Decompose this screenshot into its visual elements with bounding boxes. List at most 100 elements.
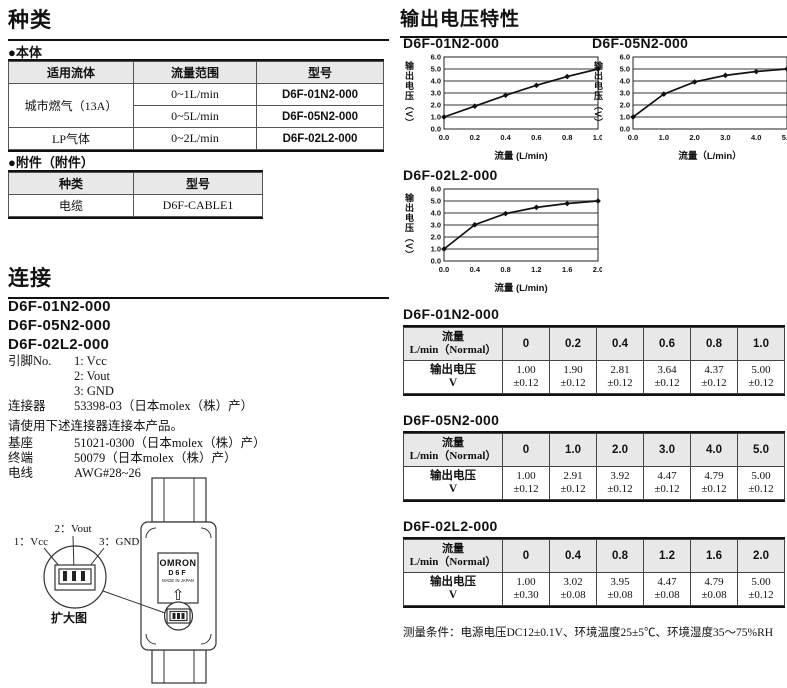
corner-header-cell: 流量 L/min（Normal）: [403, 327, 503, 361]
pin-label: 引脚No.: [8, 354, 52, 368]
chart-block-01n2: D6F-01N2-000 输出电压（V） 0.0 1.0 2.0 3.0 4.0 5.0 6…: [403, 35, 603, 162]
diagram-caption: 扩大图: [51, 610, 87, 625]
x-tick-label: 1.2: [531, 265, 541, 274]
chart-canvas: 0.0 1.0 2.0 3.0 4.0 5.0 6.0 0.0 0.2 0.4 0.6 0.8 1.0: [431, 53, 604, 142]
connection-diagram: 2：Vout 1：Vcc 3：GND 扩大图 OMRON D6F MADE IN…: [14, 477, 217, 684]
flow-column-header: 0.4: [596, 327, 644, 361]
y-tick-label: 1.0: [431, 245, 441, 254]
flow-column-header: 0.6: [643, 327, 691, 361]
x-tick-label: 1.0: [659, 133, 669, 142]
chart-block-02l2: D6F-02L2-000 输出电压（V） 0.0 1.0 2.0 3.0 4.0 5.0 6…: [403, 167, 603, 294]
detail-label: 电线: [8, 466, 34, 480]
x-tick-label: 0.4: [470, 265, 481, 274]
subsection-body-label: ●本体: [8, 45, 42, 60]
flow-column-header: 0.8: [690, 327, 738, 361]
data-point-marker: [691, 79, 698, 85]
accessory-table-wrap: 种类 型号 电缆 D6F-CABLE1: [8, 170, 263, 219]
detail-row: 基座 51021-0300（日本molex（株）产）: [8, 436, 266, 451]
chart-block-05n2: D6F-05N2-000 输出电压（V） 0.0 1.0 2.0 3.0 4.0 5.0 6…: [592, 35, 787, 162]
connector-row: 连接器 53398-03（日本molex（株）产）: [8, 399, 253, 414]
voltage-value-cell: 4.47 ±0.08: [643, 572, 691, 606]
fluid-cell: 城市燃气（13A）: [8, 83, 134, 128]
data-point-marker: [441, 114, 447, 120]
x-tick-label: 0.8: [562, 133, 572, 142]
x-tick-label: 0.0: [439, 133, 449, 142]
flow-column-header: 4.0: [690, 433, 738, 467]
voltage-tables: D6F-01N2-000 流量 L/min（Normal） 0 0.2 0.4 0.6 0.…: [403, 306, 787, 640]
y-axis-label: 输出电压（V）: [404, 61, 414, 129]
voltage-value-cell: 2.81 ±0.12: [596, 360, 644, 394]
line-chart: 0.0 1.0 2.0 3.0 4.0 5.0 6.0 0.0 0.4 0.8 1.2 1.6 2.0: [416, 185, 604, 280]
voltage-value-cell: 1.00 ±0.12: [502, 360, 550, 394]
data-point-marker: [784, 66, 787, 72]
x-tick-label: 3.0: [720, 133, 730, 142]
table-row: 0~5L/min D6F-05N2-000: [9, 105, 384, 128]
y-tick-label: 2.0: [431, 101, 441, 110]
connector-label: 连接器: [8, 399, 46, 413]
y-tick-label: 2.0: [431, 233, 441, 242]
chart-title: D6F-01N2-000: [403, 35, 500, 51]
table-row: 电缆 D6F-CABLE1: [8, 194, 263, 217]
range-cell: 0~1L/min: [133, 83, 257, 106]
voltage-table-block: D6F-05N2-000 流量 L/min（Normal） 0 1.0 2.0 3.0 4.…: [403, 412, 787, 507]
y-tick-label: 3.0: [431, 221, 441, 230]
model-cell: D6F-CABLE1: [133, 194, 263, 217]
flow-direction-arrow-icon: ⇧: [172, 587, 185, 604]
line-chart: 0.0 1.0 2.0 3.0 4.0 5.0 6.0 0.0 1.0 2.0 3.0 4.0 5.0: [605, 53, 787, 148]
pin-row: 引脚No. 1: Vcc: [8, 354, 253, 369]
voltage-value-cell: 1.90 ±0.12: [549, 360, 597, 394]
y-tick-label: 3.0: [431, 89, 441, 98]
kind-cell: 电缆: [8, 194, 134, 217]
connector-pin: [72, 571, 76, 581]
subsection-accessory-label: ●附件（附件）: [8, 155, 94, 170]
y-tick-label: 0.0: [431, 257, 441, 266]
y-tick-label: 4.0: [431, 77, 441, 86]
body-table-wrap: 适用流体 流量范围 型号 城市燃气（13A） 0~1L/min D6F-01N2…: [8, 59, 384, 152]
table-row: LP气体 0~2L/min D6F-02L2-000: [8, 127, 384, 150]
flow-column-header: 0: [502, 327, 550, 361]
flow-column-header: 2.0: [596, 433, 644, 467]
y-tick-label: 4.0: [620, 77, 630, 86]
y-tick-label: 6.0: [431, 185, 441, 194]
x-tick-label: 0.0: [439, 265, 449, 274]
chart-canvas: 0.0 1.0 2.0 3.0 4.0 5.0 6.0 0.0 1.0 2.0 3.0 4.0 5.0: [620, 53, 787, 142]
x-tick-label: 5.0: [782, 133, 787, 142]
pin-assignment: 引脚No. 1: Vcc 2: Vout 3: GND 连接器 53398-03（日…: [8, 354, 253, 414]
voltage-value-cell: 3.95 ±0.08: [596, 572, 644, 606]
pin-row: 3: GND: [8, 384, 253, 399]
flow-column-header: 0: [502, 433, 550, 467]
x-tick-label: 4.0: [751, 133, 761, 142]
x-tick-label: 0.6: [531, 133, 541, 142]
table-title: D6F-05N2-000: [403, 412, 500, 428]
column-header: 型号: [133, 172, 263, 195]
data-point-marker: [595, 66, 601, 72]
y-tick-label: 5.0: [431, 65, 441, 74]
brand-label: OMRON: [160, 558, 197, 568]
voltage-value-cell: 1.00 ±0.30: [502, 572, 550, 606]
connector-pin: [63, 571, 67, 581]
line-chart: 0.0 1.0 2.0 3.0 4.0 5.0 6.0 0.0 0.2 0.4 0.6 0.8 1.0: [416, 53, 604, 148]
voltage-value-cell: 4.37 ±0.12: [690, 360, 738, 394]
y-tick-label: 1.0: [431, 113, 441, 122]
voltage-table-grid: 流量 L/min（Normal） 0 1.0 2.0 3.0 4.0 5.0 输出电压 V 1.00…: [403, 433, 785, 500]
flow-column-header: 2.0: [737, 539, 785, 573]
model-cell: D6F-02L2-000: [256, 127, 384, 150]
data-line: [443, 200, 599, 250]
y-tick-label: 6.0: [620, 53, 630, 62]
flow-column-header: 1.0: [549, 433, 597, 467]
model-name: D6F-02L2-000: [8, 336, 110, 353]
y-axis-label: 输出电压（V）: [593, 61, 603, 129]
voltage-value-cell: 4.47 ±0.12: [643, 466, 691, 500]
voltage-table-block: D6F-01N2-000 流量 L/min（Normal） 0 0.2 0.4 0.6 0.…: [403, 306, 787, 401]
voltage-table: 流量 L/min（Normal） 0 1.0 2.0 3.0 4.0 5.0 输出电压 V 1.00…: [403, 431, 785, 502]
flow-column-header: 0: [502, 539, 550, 573]
voltage-value-cell: 5.00 ±0.12: [737, 466, 785, 500]
pin3-label: 3：GND: [99, 536, 139, 548]
y-tick-label: 5.0: [431, 197, 441, 206]
y-tick-label: 2.0: [620, 101, 630, 110]
corner-header-cell: 流量 L/min（Normal）: [403, 433, 503, 467]
y-tick-label: 1.0: [620, 113, 630, 122]
pin-value: 2: Vout: [74, 369, 111, 383]
flow-column-header: 0.4: [549, 539, 597, 573]
